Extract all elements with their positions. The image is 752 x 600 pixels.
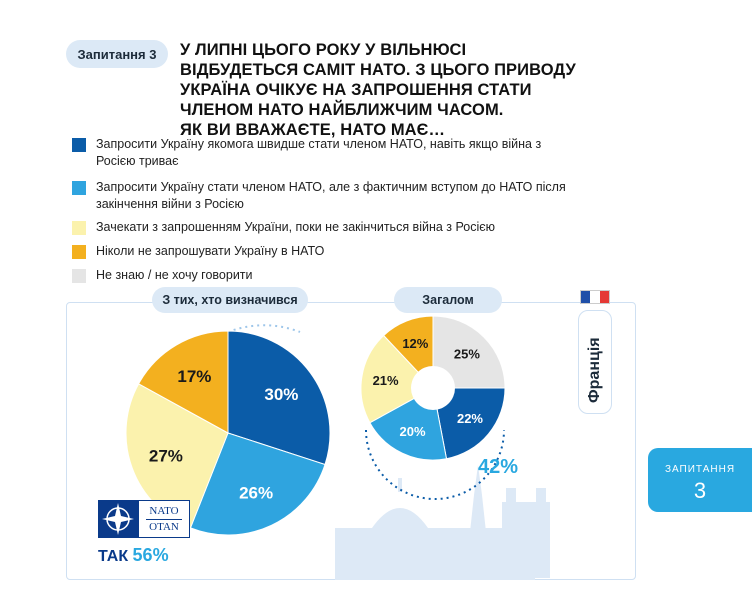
yes-total: ТАК 56% (98, 545, 169, 566)
pie-slice (189, 432, 326, 536)
legend-swatch (72, 138, 86, 152)
pie-slice (227, 330, 331, 466)
legend-swatch (72, 221, 86, 235)
legend-item: Запросити Україну стати членом НАТО, але… (72, 179, 592, 219)
france-flag-icon (580, 290, 610, 304)
yes-value: 56% (132, 545, 169, 565)
legend-label: Зачекати з запрошенням України, поки не … (96, 220, 496, 234)
question-badge: Запитання 3 (66, 40, 168, 68)
slice-label: 26% (239, 484, 273, 503)
chart-label-decided: З тих, хто визначився (152, 287, 308, 313)
question-title-line: Як ви вважаєте, НАТО має… (180, 121, 446, 139)
donut-hole (411, 366, 455, 410)
pie-slice (137, 330, 229, 434)
pie-slice (432, 387, 506, 460)
slice-label: 12% (402, 336, 428, 351)
legend-label: Ніколи не запрошувати Україну в НАТО (96, 244, 325, 258)
question-title-line: членом НАТО найближчим часом. (180, 101, 504, 119)
pie-slice (360, 334, 434, 424)
question-tab-number: 3 (693, 478, 707, 503)
question-tab[interactable]: ЗАПИТАННЯ 3 (648, 448, 752, 512)
slice-label: 30% (264, 385, 298, 404)
legend-item: Зачекати з запрошенням України, поки не … (72, 219, 592, 243)
question-title-line: У липні цього року у Вільнюсі (180, 41, 467, 59)
total-yes-percent: 42% (478, 456, 519, 478)
legend-swatch (72, 269, 86, 283)
legend-item: Запросити Україну якомога швидше стати ч… (72, 136, 592, 179)
question-title-line: відбудеться саміт НАТО. З цього приводу (180, 61, 576, 79)
legend-swatch (72, 245, 86, 259)
yes-label: ТАК (98, 548, 129, 565)
legend-item: Не знаю / не хочу говорити (72, 267, 592, 291)
pie-slice (432, 315, 506, 389)
country-card (578, 310, 612, 414)
slice-label: 21% (373, 373, 399, 388)
slice-label: 20% (400, 424, 426, 439)
country-label: Франція (586, 337, 603, 403)
legend-label: Запросити Україну якомога швидше стати ч… (96, 137, 542, 168)
slice-label: 17% (177, 367, 211, 386)
nato-compass-icon (102, 503, 134, 535)
nato-word: NATO (149, 504, 179, 517)
legend: Запросити Україну якомога швидше стати ч… (72, 136, 592, 291)
legend-swatch (72, 181, 86, 195)
legend-item: Ніколи не запрошувати Україну в НАТО (72, 243, 592, 267)
slice-label: 25% (454, 347, 480, 362)
question-tab-label: ЗАПИТАННЯ (664, 464, 736, 475)
question-title: У липні цього року у Вільнюсі відбудетьс… (180, 40, 580, 140)
legend-label: Запросити Україну стати членом НАТО, але… (96, 180, 566, 211)
chart-label-total: Загалом (394, 287, 502, 313)
otan-word: OTAN (149, 520, 179, 533)
legend-label: Не знаю / не хочу говорити (96, 268, 253, 282)
nato-logo: NATO OTAN (98, 500, 190, 538)
question-title-line: Україна очікує на запрошення стати (180, 81, 532, 99)
slice-label: 27% (149, 446, 183, 465)
slice-label: 22% (457, 411, 483, 426)
